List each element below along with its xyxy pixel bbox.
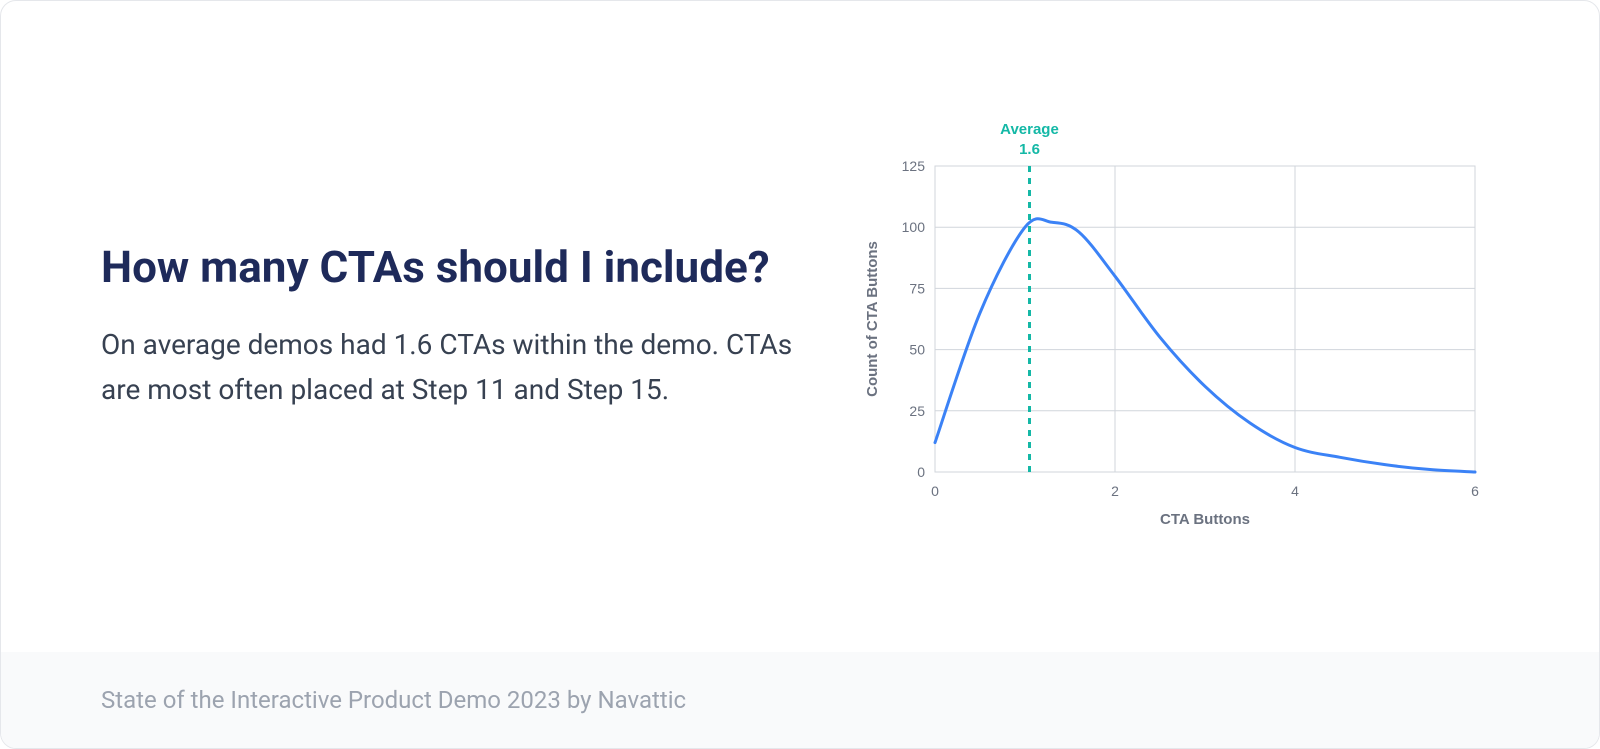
svg-text:2: 2 (1111, 483, 1119, 499)
svg-text:6: 6 (1471, 483, 1479, 499)
svg-text:Count of CTA Buttons: Count of CTA Buttons (864, 241, 881, 397)
svg-text:Average: Average (1001, 121, 1060, 138)
footer-text: State of the Interactive Product Demo 20… (101, 686, 1499, 714)
card-title: How many CTAs should I include? (101, 240, 802, 295)
svg-text:1.6: 1.6 (1019, 141, 1040, 158)
svg-text:50: 50 (910, 341, 926, 357)
svg-text:25: 25 (910, 402, 926, 418)
content-row: How many CTAs should I include? On avera… (1, 1, 1599, 652)
card-body: On average demos had 1.6 CTAs within the… (101, 323, 802, 413)
info-card: How many CTAs should I include? On avera… (0, 0, 1600, 749)
card-footer: State of the Interactive Product Demo 20… (1, 652, 1599, 748)
svg-text:0: 0 (918, 464, 926, 480)
svg-text:100: 100 (902, 219, 926, 235)
svg-text:125: 125 (902, 158, 926, 174)
text-column: How many CTAs should I include? On avera… (101, 240, 802, 413)
cta-distribution-chart: 0 25 50 75 100 125 0 2 4 6 Average 1.6 CTA Buttons Co… (855, 112, 1495, 542)
svg-text:75: 75 (910, 280, 926, 296)
svg-text:0: 0 (931, 483, 939, 499)
chart-column: 0 25 50 75 100 125 0 2 4 6 Average 1.6 CTA Buttons Co… (842, 112, 1509, 542)
svg-text:CTA Buttons: CTA Buttons (1160, 511, 1250, 528)
svg-text:4: 4 (1291, 483, 1299, 499)
